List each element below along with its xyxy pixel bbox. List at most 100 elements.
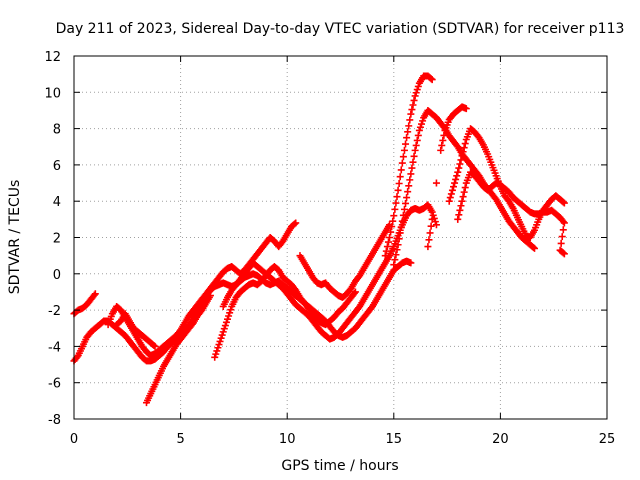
data-point [428,208,436,216]
data-point-interp [412,89,420,97]
data-point [424,243,432,251]
data-point [445,197,453,205]
data-point [462,105,470,113]
data-point-interp [387,228,395,236]
y-tick-label: 0 [53,268,61,283]
data-point [458,197,466,205]
data-point-interp [218,331,226,339]
data-point-interp [212,350,220,358]
data-point-interp [409,158,417,166]
data-point-interp [559,226,567,234]
data-point-interp [395,180,403,188]
data-point [398,217,406,225]
data-point-interp [399,153,407,161]
data-point-interp [447,190,455,198]
data-point-interp [73,353,81,361]
data-point-interp [396,229,404,237]
data-point-interp [459,148,467,156]
y-tick-label: -6 [48,377,61,392]
data-point [411,92,419,100]
y-tick-label: 8 [53,123,61,138]
data-point-interp [150,341,158,349]
data-point-interp [404,188,412,196]
data-point-interp [529,243,537,251]
data-point-interp [217,334,225,342]
data-point-interp [414,82,422,90]
data-point-interp [427,222,435,230]
data-point-interp [392,251,400,259]
x-tick-label: 10 [279,432,296,447]
data-point [560,199,568,207]
data-point-interp [448,186,456,194]
data-point [428,215,436,223]
data-point-interp [559,218,567,226]
data-point-interp [213,347,221,355]
data-point-interp [388,223,396,231]
y-tick-label: -2 [48,304,61,319]
data-point-interp [457,156,465,164]
data-point-interp [440,131,448,139]
data-point [219,328,227,336]
data-point-interp [226,309,234,317]
data-point-interp [409,101,417,109]
data-point [560,219,568,227]
data-point-interp [214,344,222,352]
data-point-interp [408,164,416,172]
data-point-interp [350,289,358,297]
data-point-interp [397,166,405,174]
data-point-interp [395,235,403,243]
data-point [292,219,300,227]
data-point-interp [384,238,392,246]
data-point-interp [397,223,405,231]
chart-title: Day 211 of 2023, Sidereal Day-to-day VTE… [56,21,625,37]
x-tick-label: 0 [70,432,78,447]
data-point [386,234,394,241]
data-point-interp [389,217,397,225]
data-point-interp [408,106,416,114]
data-point [394,241,402,249]
data-point-interp [461,140,469,148]
data-point-interp [418,120,426,128]
data-point-interp [391,256,399,264]
data-point [432,179,440,187]
data-point [398,159,406,167]
data-point-interp [413,86,421,94]
data-point [215,341,223,349]
data-point-interp [438,141,446,149]
data-point-interp [383,243,391,251]
data-point-interp [414,131,422,139]
data-point [224,315,232,323]
data-point [458,152,466,160]
data-point-interp [410,96,418,104]
data-point [390,212,398,220]
data-point [454,168,462,176]
x-axis-label: GPS time / hours [281,458,398,474]
data-point-interp [221,322,229,330]
data-point-interp [460,144,468,152]
y-tick-label: 10 [44,86,61,101]
data-point-interp [452,175,460,183]
data-point [351,288,359,296]
data-point [91,290,99,298]
data-point-interp [451,179,459,187]
data-point-interp [429,211,437,219]
x-tick-label: 5 [176,432,184,447]
data-points [70,72,568,407]
data-point-interp [446,194,454,202]
data-point-interp [459,193,467,201]
data-point-interp [461,184,469,192]
data-point [381,252,389,260]
data-point-interp [460,188,468,196]
data-point [403,194,411,202]
data-point [560,250,568,258]
data-point-interp [455,164,463,172]
data-point [449,183,457,191]
y-tick-label: 4 [53,195,61,210]
data-point-interp [425,236,433,244]
data-point [531,244,539,252]
data-point [407,110,415,118]
data-point-interp [439,136,447,144]
data-point-interp [453,172,461,180]
data-point [394,186,402,194]
